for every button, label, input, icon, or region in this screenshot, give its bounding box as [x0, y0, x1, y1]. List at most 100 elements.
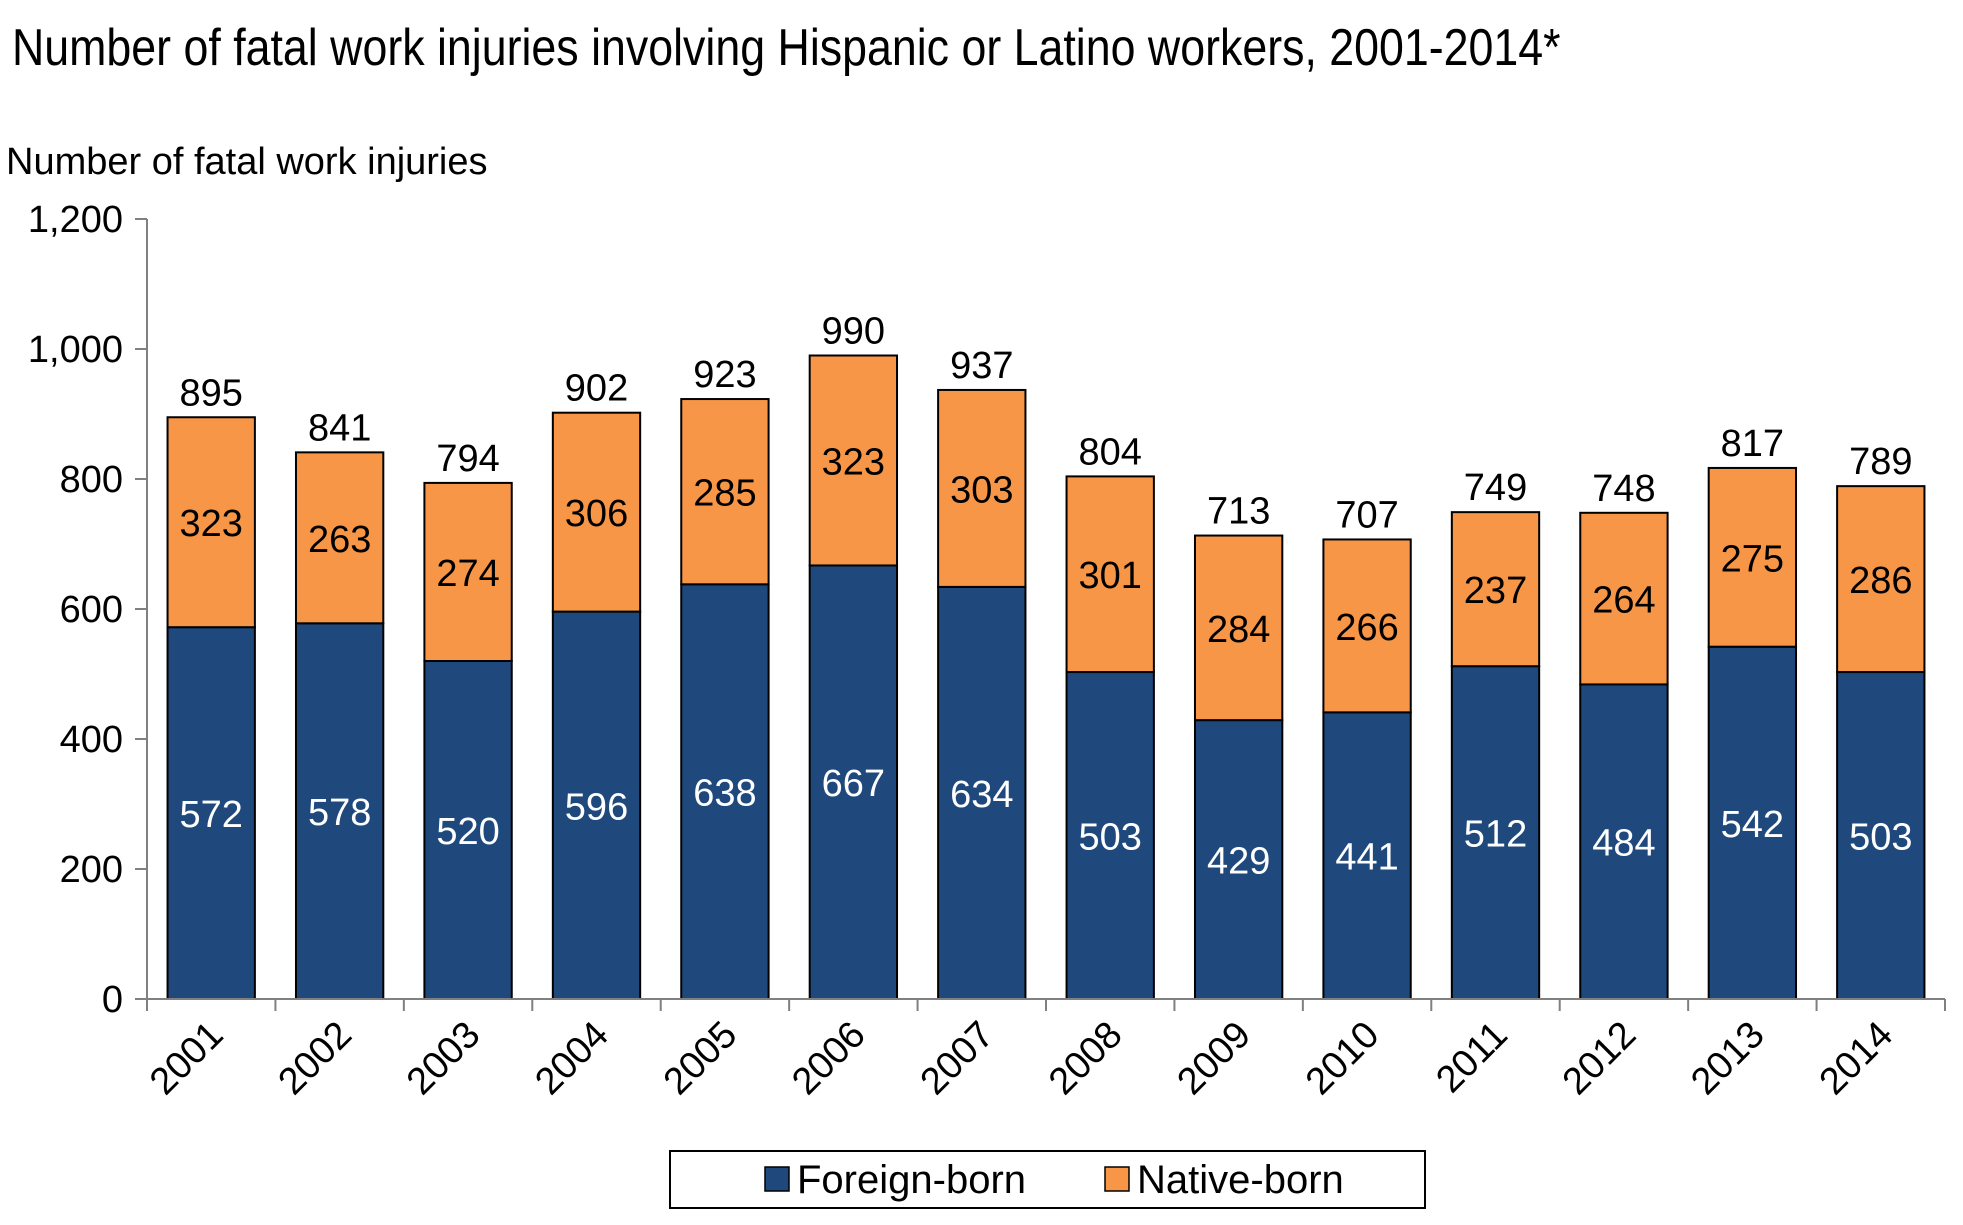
- data-label-foreign-born: 503: [1849, 817, 1912, 859]
- bar-native-born: [1579, 511, 1669, 686]
- bar-foreign-born: [1579, 683, 1669, 1001]
- data-label-foreign-born: 638: [693, 773, 756, 815]
- bar-foreign-born: [1836, 671, 1926, 1000]
- bar-native-born: [1450, 511, 1541, 668]
- bar-native-born: [1193, 534, 1284, 722]
- bar-foreign-born: [680, 583, 770, 1000]
- data-label-foreign-born: 484: [1592, 823, 1655, 865]
- data-label-foreign-born: 512: [1464, 814, 1527, 856]
- data-label-total: 937: [950, 345, 1013, 387]
- data-label-total: 707: [1335, 494, 1398, 536]
- legend-swatch-native-born: [1104, 1166, 1130, 1192]
- x-tick-label: 2013: [1683, 1014, 1772, 1103]
- data-label-foreign-born: 503: [1079, 817, 1142, 859]
- data-label-native-born: 264: [1592, 580, 1655, 622]
- data-label-native-born: 286: [1849, 560, 1912, 602]
- data-label-foreign-born: 520: [436, 811, 499, 853]
- bar-native-born: [1707, 466, 1798, 648]
- bar-native-born: [937, 388, 1027, 588]
- x-tick-label: 2014: [1812, 1014, 1901, 1103]
- bar-native-born: [423, 481, 513, 662]
- bar-native-born: [166, 416, 256, 629]
- data-label-foreign-born: 441: [1335, 837, 1398, 879]
- y-tick-label: 600: [60, 589, 123, 631]
- legend-box: [669, 1150, 1426, 1209]
- x-tick-label: 2001: [142, 1014, 231, 1103]
- data-label-total: 841: [308, 407, 371, 449]
- y-tick-label: 1,000: [28, 329, 123, 371]
- data-label-total: 794: [436, 438, 499, 480]
- data-label-native-born: 284: [1207, 609, 1270, 651]
- bar-foreign-born: [1450, 665, 1541, 1000]
- x-tick-label: 2003: [399, 1014, 488, 1103]
- data-label-native-born: 285: [693, 473, 756, 515]
- bar-native-born: [551, 411, 642, 613]
- y-tick-label: 200: [60, 849, 123, 891]
- y-tick-label: 800: [60, 459, 123, 501]
- bar-native-born: [680, 398, 770, 586]
- y-tick-label: 0: [102, 979, 123, 1021]
- bar-foreign-born: [423, 660, 513, 1000]
- data-label-total: 817: [1721, 423, 1784, 465]
- data-label-native-born: 275: [1721, 538, 1784, 580]
- x-tick-label: 2011: [1428, 1014, 1515, 1101]
- data-label-foreign-born: 596: [565, 786, 628, 828]
- y-axis: 0 200 400 600 800 1,000 1,200: [28, 199, 148, 1021]
- y-tick-label: 1,200: [28, 199, 123, 241]
- bar-foreign-born: [1065, 671, 1155, 1000]
- legend-swatch-foreign-born: [764, 1166, 790, 1192]
- data-label-foreign-born: 429: [1207, 841, 1270, 883]
- legend-label-foreign-born: Foreign-born: [797, 1158, 1026, 1202]
- bar-native-born: [1322, 538, 1412, 714]
- x-tick-label: 2008: [1041, 1014, 1130, 1103]
- legend-label-native-born: Native-born: [1137, 1158, 1344, 1202]
- x-axis: 2001 2002 2003 2004 2005 2006 2007 2008 2009 2010…: [142, 998, 1946, 1103]
- data-label-native-born: 301: [1079, 555, 1142, 597]
- data-label-total: 749: [1464, 467, 1527, 509]
- data-label-foreign-born: 542: [1721, 804, 1784, 846]
- data-label-foreign-born: 572: [180, 794, 243, 836]
- data-label-total: 923: [693, 354, 756, 396]
- bar-native-born: [808, 354, 899, 567]
- bar-foreign-born: [808, 564, 899, 1000]
- data-label-total: 789: [1849, 441, 1912, 483]
- y-tick-label: 400: [60, 719, 123, 761]
- x-tick-label: 2005: [656, 1014, 745, 1103]
- x-tick-label: 2006: [784, 1014, 873, 1103]
- bar-native-born: [1065, 475, 1155, 674]
- data-label-native-born: 303: [950, 469, 1013, 511]
- data-label-total: 748: [1592, 468, 1655, 510]
- data-label-native-born: 323: [822, 441, 885, 483]
- bar-foreign-born: [1322, 711, 1412, 1000]
- x-tick-label: 2009: [1170, 1014, 1259, 1103]
- x-tick-label: 2002: [271, 1014, 360, 1103]
- x-tick-label: 2010: [1298, 1014, 1387, 1103]
- data-label-native-born: 274: [436, 553, 499, 595]
- data-label-total: 804: [1079, 431, 1142, 473]
- data-label-foreign-born: 667: [822, 763, 885, 805]
- bar-native-born: [294, 451, 385, 625]
- data-label-total: 713: [1207, 491, 1270, 533]
- chart-title: Number of fatal work injuries involving …: [12, 19, 1561, 77]
- bar-foreign-born: [166, 626, 256, 1000]
- data-label-total: 895: [180, 372, 243, 414]
- data-label-native-born: 263: [308, 519, 371, 561]
- data-label-native-born: 306: [565, 493, 628, 535]
- bars: 572 323 895 578 263 841 520 274 794 596 306 902 638 2…: [166, 311, 1926, 1001]
- x-tick-label: 2004: [527, 1014, 616, 1103]
- bar-foreign-born: [937, 585, 1027, 1001]
- x-tick-label: 2012: [1555, 1014, 1644, 1103]
- data-label-total: 902: [565, 368, 628, 410]
- data-label-total: 990: [822, 311, 885, 353]
- legend: Foreign-born Native-born: [669, 1150, 1426, 1209]
- data-label-native-born: 266: [1335, 607, 1398, 649]
- bar-native-born: [1836, 485, 1926, 674]
- data-label-native-born: 323: [180, 503, 243, 545]
- data-label-foreign-born: 634: [950, 774, 1013, 816]
- y-axis-label: Number of fatal work injuries: [6, 141, 488, 183]
- bar-foreign-born: [294, 622, 385, 1000]
- x-tick-label: 2007: [913, 1014, 1002, 1103]
- data-label-native-born: 237: [1464, 570, 1527, 612]
- data-label-foreign-born: 578: [308, 792, 371, 834]
